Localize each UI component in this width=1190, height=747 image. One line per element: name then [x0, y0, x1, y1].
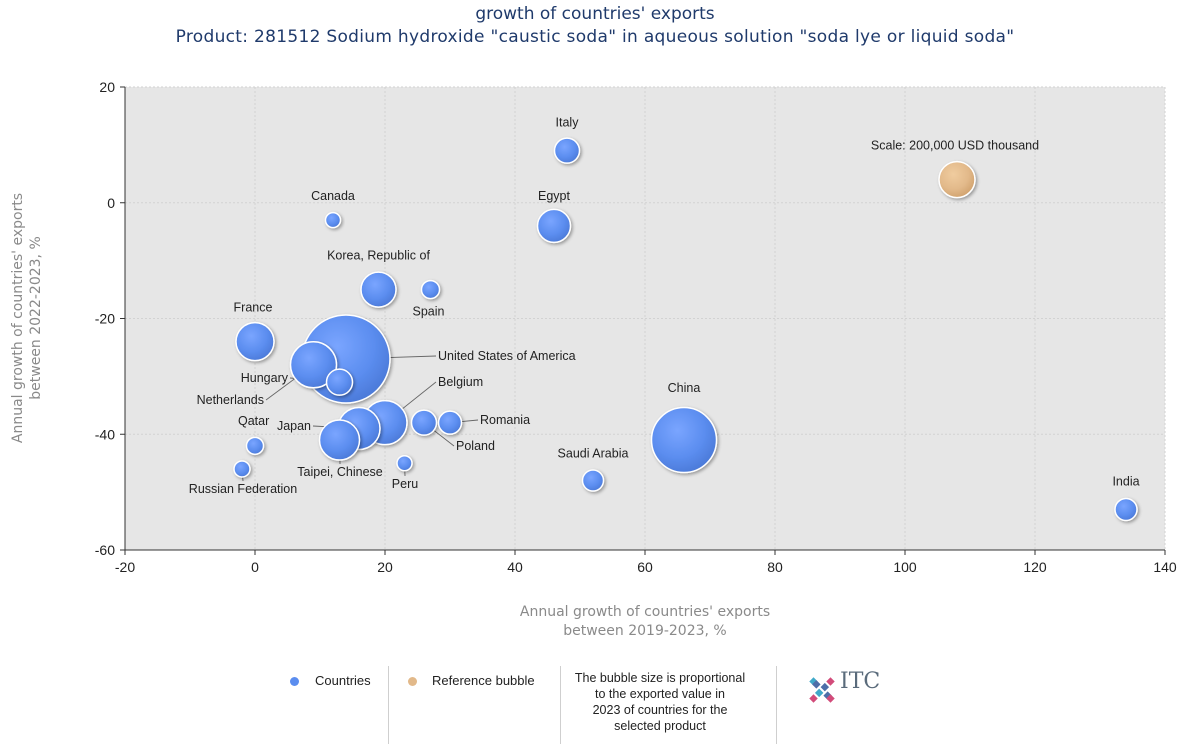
- legend-countries: Countries: [270, 666, 389, 744]
- point-label: United States of America: [438, 349, 576, 363]
- point-label: Peru: [392, 477, 418, 491]
- point-label: Poland: [456, 439, 495, 453]
- itc-logo-icon: [809, 677, 835, 703]
- x-tick-label: 20: [377, 559, 393, 575]
- point-label: Italy: [556, 116, 580, 130]
- grid-lines: [124, 86, 1166, 551]
- bubble-poland[interactable]: [410, 409, 438, 436]
- point-label: Egypt: [538, 189, 570, 203]
- x-tick-label: 80: [767, 559, 783, 575]
- bubbles: [233, 137, 1138, 522]
- bubble-chart: -20 0 20 40 60 80 100 120 140 20 0 -20 -40 -60 Italy E…: [10, 79, 1177, 639]
- x-tick-label: 60: [637, 559, 653, 575]
- point-label: India: [1112, 474, 1139, 488]
- bubble-saudi-arabia[interactable]: [581, 469, 605, 492]
- y-tick-label: -20: [95, 311, 115, 327]
- bubble-italy[interactable]: [553, 137, 581, 164]
- x-tick-label: 140: [1153, 559, 1177, 575]
- bubble-russian-federation[interactable]: [233, 460, 251, 478]
- legend-countries-dot: [290, 677, 299, 686]
- itc-logo: ITC: [806, 666, 906, 706]
- x-tick-label: 0: [251, 559, 259, 575]
- y-axis-title-line1: Annual growth of countries' exports: [10, 193, 26, 443]
- x-tick-label: 40: [507, 559, 523, 575]
- point-label: Russian Federation: [189, 482, 297, 496]
- legend-note-text: The bubble size is proportional to the e…: [574, 671, 746, 733]
- x-axis-title-line1: Annual growth of countries' exports: [520, 604, 770, 620]
- bubble-netherlands[interactable]: [289, 341, 338, 389]
- y-tick-label: -60: [95, 542, 115, 558]
- legend-countries-label: Countries: [315, 673, 371, 688]
- y-tick-label: 20: [99, 79, 115, 95]
- bubble-canada[interactable]: [324, 211, 342, 229]
- bubble-india[interactable]: [1114, 497, 1138, 522]
- point-label: Korea, Republic of: [327, 249, 430, 263]
- bubble-taipei-chinese[interactable]: [318, 419, 361, 461]
- point-label: Saudi Arabia: [558, 447, 629, 461]
- legend-reference-dot: [408, 677, 417, 686]
- point-label: Japan: [277, 419, 311, 433]
- bubble-egypt[interactable]: [536, 208, 572, 244]
- bubble-france[interactable]: [235, 321, 275, 362]
- point-label: France: [234, 301, 273, 315]
- y-tick-label: 0: [107, 195, 115, 211]
- x-tick-label: 100: [893, 559, 917, 575]
- bubble-qatar[interactable]: [245, 436, 265, 456]
- chart-title: growth of countries' exports: [475, 4, 715, 24]
- axes: -20 0 20 40 60 80 100 120 140 20 0 -20 -40 -60: [95, 79, 1177, 575]
- point-label: Belgium: [438, 375, 483, 389]
- point-label: Netherlands: [197, 393, 264, 407]
- point-labels: Italy Egypt Canada Korea, Republic of Spain F…: [189, 116, 1140, 496]
- legend-reference: Reference bubble: [388, 666, 561, 744]
- itc-logo-text: ITC: [840, 669, 881, 694]
- legend-reference-label: Reference bubble: [432, 673, 535, 688]
- legend-note: The bubble size is proportional to the e…: [560, 666, 777, 744]
- point-label: Romania: [480, 413, 530, 427]
- point-label: Taipei, Chinese: [297, 465, 383, 479]
- point-label: Spain: [413, 305, 445, 319]
- x-axis-title-line2: between 2019-2023, %: [563, 623, 727, 639]
- x-tick-label: -20: [115, 559, 135, 575]
- bubble-spain[interactable]: [420, 279, 441, 300]
- point-label: China: [668, 381, 701, 395]
- bubble-hungary[interactable]: [325, 368, 354, 396]
- bubble-korea-republic-of[interactable]: [360, 271, 397, 308]
- reference-bubble[interactable]: [938, 160, 976, 199]
- bubble-peru[interactable]: [396, 454, 413, 472]
- chart-subtitle: Product: 281512 Sodium hydroxide "causti…: [175, 27, 1015, 47]
- point-label: Hungary: [241, 371, 289, 385]
- x-tick-label: 120: [1023, 559, 1047, 575]
- bubble-china[interactable]: [650, 406, 718, 474]
- point-label: Qatar: [238, 414, 269, 428]
- point-label: Canada: [311, 189, 355, 203]
- y-tick-label: -40: [95, 426, 115, 442]
- y-axis-title-line2: between 2022-2023, %: [28, 236, 44, 400]
- bubble-romania[interactable]: [437, 410, 463, 435]
- reference-bubble-label: Scale: 200,000 USD thousand: [871, 139, 1039, 153]
